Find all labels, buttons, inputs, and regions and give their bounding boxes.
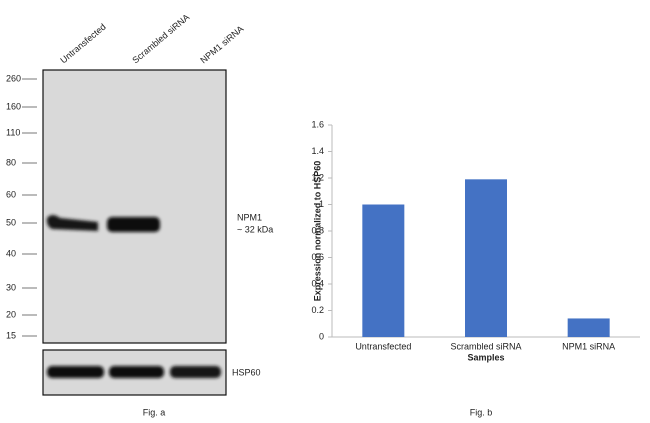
band-label: NPM1 [237,212,262,222]
x-tick-label: Scrambled siRNA [450,341,521,351]
x-axis-label: Samples [467,352,504,362]
marker-label: 60 [6,189,16,199]
marker-label: 40 [6,248,16,258]
y-tick-label: 0.2 [311,305,324,315]
blot-panel [42,69,227,344]
lane-label: NPM1 siRNA [198,24,245,66]
y-tick-label: 0 [319,331,324,341]
band [170,366,221,378]
lane-label: Scrambled siRNA [130,12,191,65]
y-tick-label: 1.4 [311,146,324,156]
band [46,215,98,231]
bar [465,179,507,337]
band-size: ~ 32 kDa [237,224,273,234]
marker-label: 80 [6,157,16,167]
y-axis-label: Expression normalized to HSP60 [312,161,322,302]
x-tick-label: Untransfected [355,341,411,351]
lane-label: Untransfected [58,22,107,66]
y-tick-label: 1 [319,199,324,209]
y-tick-label: 1.2 [311,172,324,182]
y-tick-label: 1.6 [311,119,324,129]
marker-label: 20 [6,309,16,319]
marker-label: 50 [6,217,16,227]
marker-label: 110 [6,127,20,137]
caption: Fig. b [470,407,493,417]
y-tick-label: 0.8 [311,225,324,235]
marker-label: 30 [6,282,16,292]
control-bands [47,366,221,378]
marker-label: 260 [6,73,21,83]
band [109,366,164,378]
control-label: HSP60 [232,367,261,377]
marker-label: 160 [6,101,21,111]
band [107,217,160,232]
bands [46,215,160,232]
y-tick-label: 0.4 [311,278,324,288]
x-tick-label: NPM1 siRNA [562,341,615,351]
y-tick-label: 0.6 [311,252,324,262]
bar [362,204,405,337]
bar [567,318,610,337]
marker-label: 15 [6,330,16,340]
caption: Fig. a [143,407,166,417]
band [47,366,104,378]
